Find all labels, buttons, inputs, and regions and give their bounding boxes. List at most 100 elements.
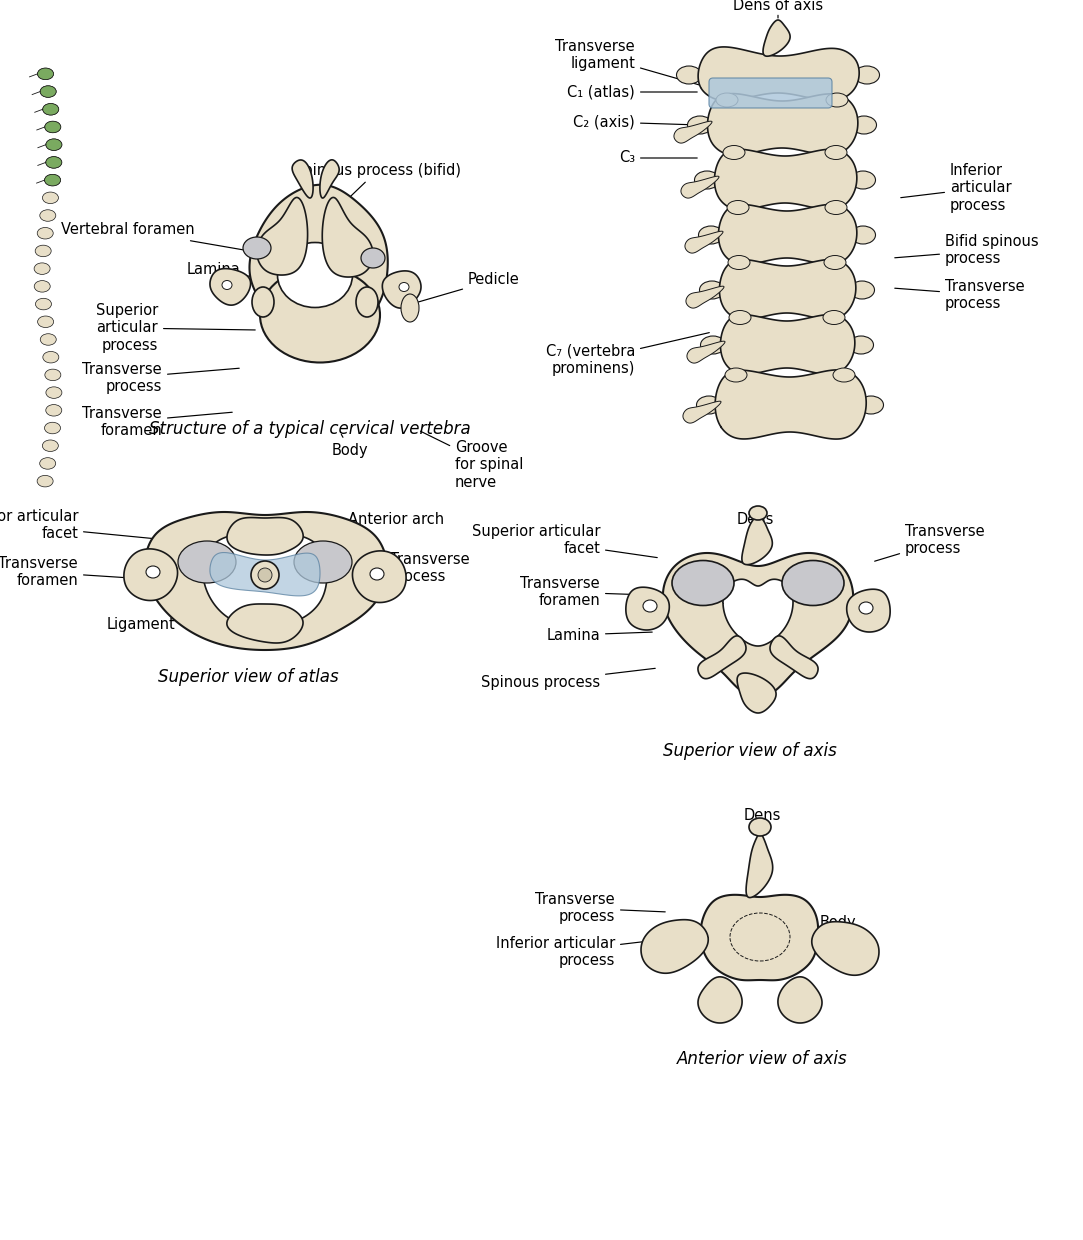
Ellipse shape [45, 156, 62, 169]
Text: Transverse
process: Transverse process [875, 523, 984, 562]
Text: Transverse
process: Transverse process [535, 892, 665, 924]
Text: Superior articular
facet: Superior articular facet [0, 508, 166, 541]
Ellipse shape [401, 294, 419, 322]
Ellipse shape [728, 255, 751, 269]
Text: C₇ (vertebra
prominens): C₇ (vertebra prominens) [546, 332, 709, 376]
Ellipse shape [40, 334, 56, 345]
Ellipse shape [749, 818, 771, 836]
Ellipse shape [243, 237, 271, 259]
Ellipse shape [725, 368, 747, 382]
Polygon shape [674, 122, 712, 143]
Ellipse shape [696, 396, 721, 414]
Text: Superior view of atlas: Superior view of atlas [158, 668, 338, 686]
Text: Dens: Dens [249, 515, 287, 546]
Ellipse shape [45, 139, 62, 150]
Polygon shape [681, 176, 719, 198]
Text: Anterior view of axis: Anterior view of axis [677, 1050, 847, 1068]
Text: C₃: C₃ [618, 150, 697, 165]
Ellipse shape [833, 368, 854, 382]
Text: Transverse
process: Transverse process [361, 552, 470, 584]
Ellipse shape [749, 506, 767, 520]
Ellipse shape [45, 387, 62, 398]
Polygon shape [382, 270, 421, 308]
Ellipse shape [36, 299, 52, 310]
Ellipse shape [42, 103, 58, 115]
Text: Superior view of axis: Superior view of axis [663, 742, 837, 760]
Ellipse shape [730, 913, 790, 961]
Ellipse shape [38, 68, 53, 79]
Ellipse shape [35, 246, 51, 257]
Polygon shape [227, 517, 303, 556]
Ellipse shape [35, 280, 50, 293]
Ellipse shape [44, 122, 61, 133]
Ellipse shape [42, 440, 58, 451]
Ellipse shape [782, 560, 844, 605]
Ellipse shape [44, 370, 61, 381]
Polygon shape [723, 579, 793, 646]
Ellipse shape [851, 117, 876, 134]
Text: Dens of axis: Dens of axis [733, 0, 823, 19]
Ellipse shape [38, 316, 54, 327]
Polygon shape [701, 895, 818, 981]
Polygon shape [257, 197, 308, 275]
Ellipse shape [146, 565, 160, 578]
Ellipse shape [260, 268, 380, 362]
Ellipse shape [677, 66, 702, 84]
Text: Spinous process: Spinous process [481, 668, 655, 689]
FancyBboxPatch shape [709, 78, 832, 108]
Polygon shape [210, 269, 250, 305]
Text: Body: Body [787, 915, 857, 930]
Polygon shape [770, 636, 818, 678]
Ellipse shape [823, 310, 845, 325]
Polygon shape [626, 588, 669, 630]
Text: Transverse
process: Transverse process [82, 362, 239, 394]
Text: Transverse
foramen: Transverse foramen [520, 575, 648, 608]
Ellipse shape [34, 263, 50, 274]
Ellipse shape [848, 336, 874, 353]
Polygon shape [847, 589, 890, 632]
Polygon shape [684, 231, 723, 253]
Polygon shape [742, 516, 772, 564]
Ellipse shape [825, 201, 847, 215]
Polygon shape [687, 341, 725, 363]
Ellipse shape [38, 68, 53, 79]
Text: Groove
for spinal
nerve: Groove for spinal nerve [420, 432, 523, 490]
Ellipse shape [44, 122, 61, 133]
Text: Pedicle: Pedicle [410, 273, 520, 304]
Ellipse shape [723, 145, 745, 160]
Text: Body: Body [331, 434, 368, 458]
Polygon shape [697, 636, 746, 678]
Polygon shape [226, 604, 303, 644]
Polygon shape [764, 20, 791, 56]
Ellipse shape [688, 117, 713, 134]
Text: Dens: Dens [743, 807, 781, 832]
Polygon shape [323, 197, 374, 277]
Ellipse shape [701, 336, 726, 353]
Text: Inferior articular
process: Inferior articular process [496, 936, 655, 968]
Ellipse shape [859, 396, 884, 414]
Polygon shape [123, 549, 178, 600]
Text: Lamina: Lamina [186, 263, 280, 281]
Text: C₁ (atlas): C₁ (atlas) [567, 84, 697, 99]
Polygon shape [145, 512, 387, 650]
Text: Transverse
foramen: Transverse foramen [0, 556, 159, 588]
Ellipse shape [251, 560, 279, 589]
Ellipse shape [178, 541, 236, 583]
Ellipse shape [671, 560, 734, 605]
Text: Transverse
process: Transverse process [895, 279, 1025, 311]
Text: Superior articular
facet: Superior articular facet [471, 523, 657, 558]
Ellipse shape [356, 286, 378, 317]
Polygon shape [707, 93, 858, 155]
Polygon shape [699, 977, 742, 1023]
Ellipse shape [694, 171, 719, 188]
Text: Ligament: Ligament [106, 605, 222, 632]
Ellipse shape [700, 281, 725, 299]
Polygon shape [319, 160, 339, 198]
Ellipse shape [826, 93, 848, 107]
Ellipse shape [42, 103, 58, 115]
Text: Structure of a typical cervical vertebra: Structure of a typical cervical vertebra [149, 420, 471, 438]
Text: Anterior arch: Anterior arch [308, 512, 444, 542]
Ellipse shape [40, 210, 56, 221]
Text: C₂ (axis): C₂ (axis) [573, 114, 697, 129]
Text: Bifid spinous
process: Bifid spinous process [895, 234, 1039, 267]
